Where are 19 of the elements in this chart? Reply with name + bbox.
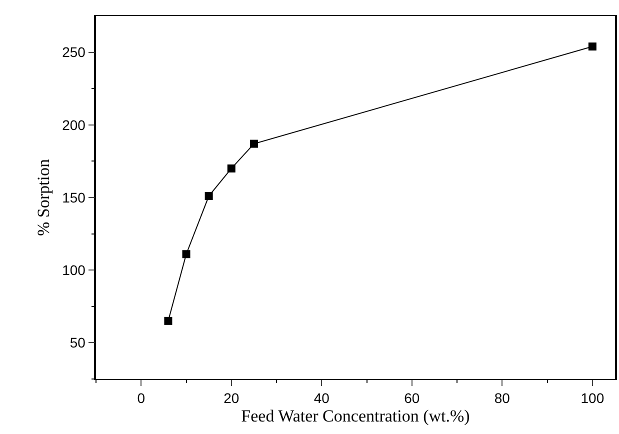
x-tick-label: 100 xyxy=(580,390,604,406)
y-axis-title: % Sorption xyxy=(34,158,54,236)
point xyxy=(182,250,190,258)
y-tick-label: 250 xyxy=(62,44,86,60)
x-tick-label: 80 xyxy=(494,390,510,406)
x-tick-label: 40 xyxy=(314,390,330,406)
x-tick-label: 0 xyxy=(137,390,146,406)
point xyxy=(227,164,236,172)
y-tick-label: 50 xyxy=(70,334,86,351)
y-tick-label: 150 xyxy=(62,189,86,206)
y-tick-label: 100 xyxy=(62,262,86,278)
y-tick-label: 200 xyxy=(62,116,86,133)
point xyxy=(250,140,258,148)
x-tick-label: 60 xyxy=(404,390,420,406)
point xyxy=(164,316,172,325)
x-tick-label: 20 xyxy=(224,390,240,406)
x-axis-title: Feed Water Concentration (wt.%) xyxy=(241,406,470,426)
point xyxy=(204,192,213,200)
point xyxy=(588,42,596,50)
